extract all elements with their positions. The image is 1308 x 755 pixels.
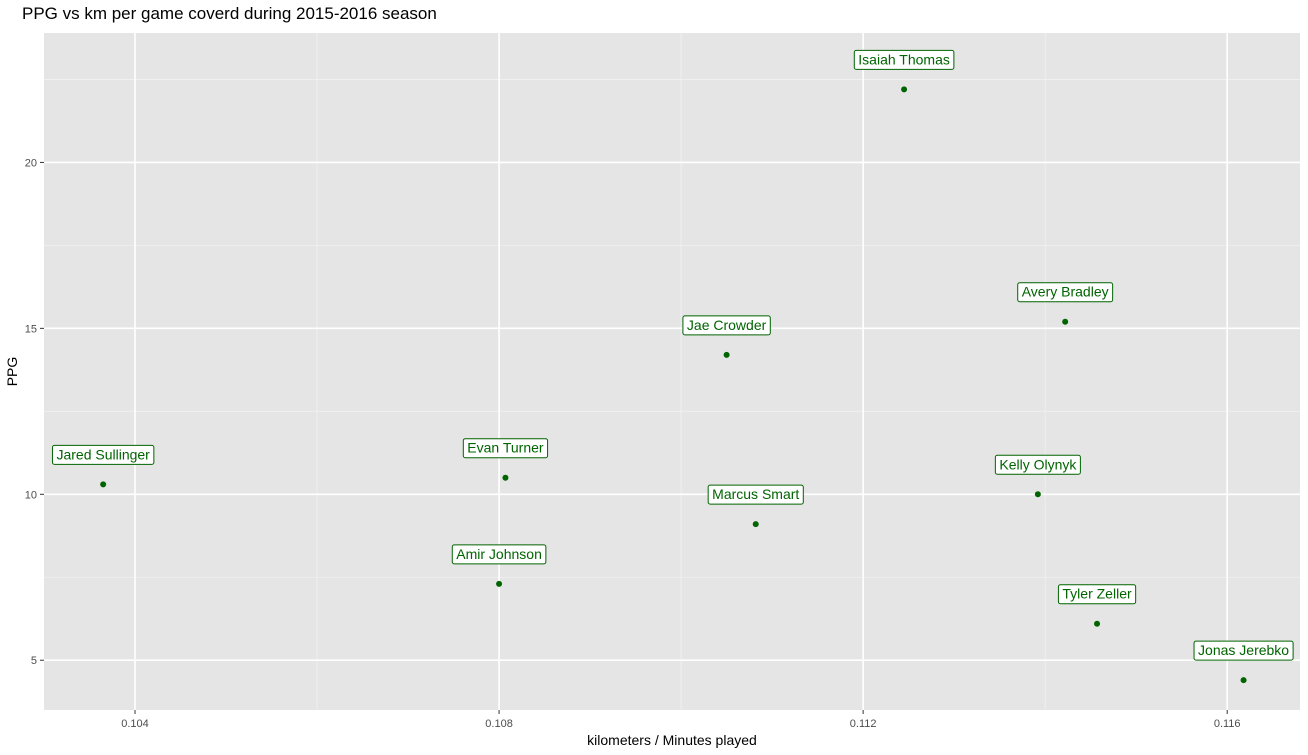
point-label-text: Avery Bradley xyxy=(1022,284,1109,300)
point-label-box xyxy=(1193,640,1294,661)
minor-gridlines xyxy=(44,33,1300,710)
point-label-box xyxy=(994,454,1081,475)
data-point xyxy=(901,86,908,93)
data-point xyxy=(752,521,759,528)
point-label-box xyxy=(451,544,547,565)
point-label-text: Amir Johnson xyxy=(456,546,542,562)
point-label-text: Jae Crowder xyxy=(687,317,767,333)
point-label-box xyxy=(1057,584,1137,605)
axis-ticks: 0.104 0.108 0.112 0.116 5 10 15 20 xyxy=(25,157,1241,730)
data-point xyxy=(100,481,107,488)
point-label: Isaiah Thomas xyxy=(853,49,955,70)
data-point xyxy=(496,580,503,587)
point-label-text: Jared Sullinger xyxy=(56,446,150,462)
data-point xyxy=(1062,318,1069,325)
point-label: Evan Turner xyxy=(462,438,549,459)
x-tick-label: 0.116 xyxy=(1214,718,1241,730)
point-labels: Jared Sullinger Evan Turner Amir Johnson Ja… xyxy=(51,49,1294,661)
point-label-text: Evan Turner xyxy=(467,440,544,456)
data-points xyxy=(100,86,1247,684)
y-tick-label: 15 xyxy=(25,323,37,335)
point-label-box xyxy=(853,49,955,70)
y-tick-label: 20 xyxy=(25,157,37,169)
point-label-box xyxy=(707,484,804,505)
point-label-text: Kelly Olynyk xyxy=(999,456,1077,472)
major-gridlines xyxy=(44,33,1300,710)
data-point xyxy=(502,474,509,481)
point-label-box xyxy=(51,444,155,465)
data-point xyxy=(1034,491,1041,498)
point-label-box xyxy=(682,315,771,336)
x-tick-label: 0.108 xyxy=(485,718,513,730)
chart-title: PPG vs km per game coverd during 2015-20… xyxy=(22,4,437,23)
x-axis-label: kilometers / Minutes played xyxy=(587,732,757,748)
point-label: Jonas Jerebko xyxy=(1193,640,1294,661)
data-point xyxy=(723,351,730,358)
point-label: Marcus Smart xyxy=(707,484,804,505)
y-tick-label: 5 xyxy=(31,655,37,667)
y-axis-label: PPG xyxy=(4,357,20,387)
x-tick-label: 0.104 xyxy=(121,718,149,730)
point-label: Avery Bradley xyxy=(1017,282,1114,303)
point-label: Tyler Zeller xyxy=(1057,584,1137,605)
point-label-text: Marcus Smart xyxy=(712,486,799,502)
y-tick-label: 10 xyxy=(25,489,37,501)
data-point xyxy=(1094,620,1101,627)
point-label-box xyxy=(1017,282,1114,303)
point-label: Kelly Olynyk xyxy=(994,454,1081,475)
point-label: Jared Sullinger xyxy=(51,444,155,465)
point-label-text: Tyler Zeller xyxy=(1062,586,1132,602)
point-label: Amir Johnson xyxy=(451,544,547,565)
point-label-text: Isaiah Thomas xyxy=(858,51,950,67)
point-label-box xyxy=(462,438,549,459)
plot-panel xyxy=(44,33,1300,710)
x-tick-label: 0.112 xyxy=(850,718,877,730)
point-label-text: Jonas Jerebko xyxy=(1198,642,1289,658)
point-label: Jae Crowder xyxy=(682,315,771,336)
data-point xyxy=(1240,677,1247,684)
